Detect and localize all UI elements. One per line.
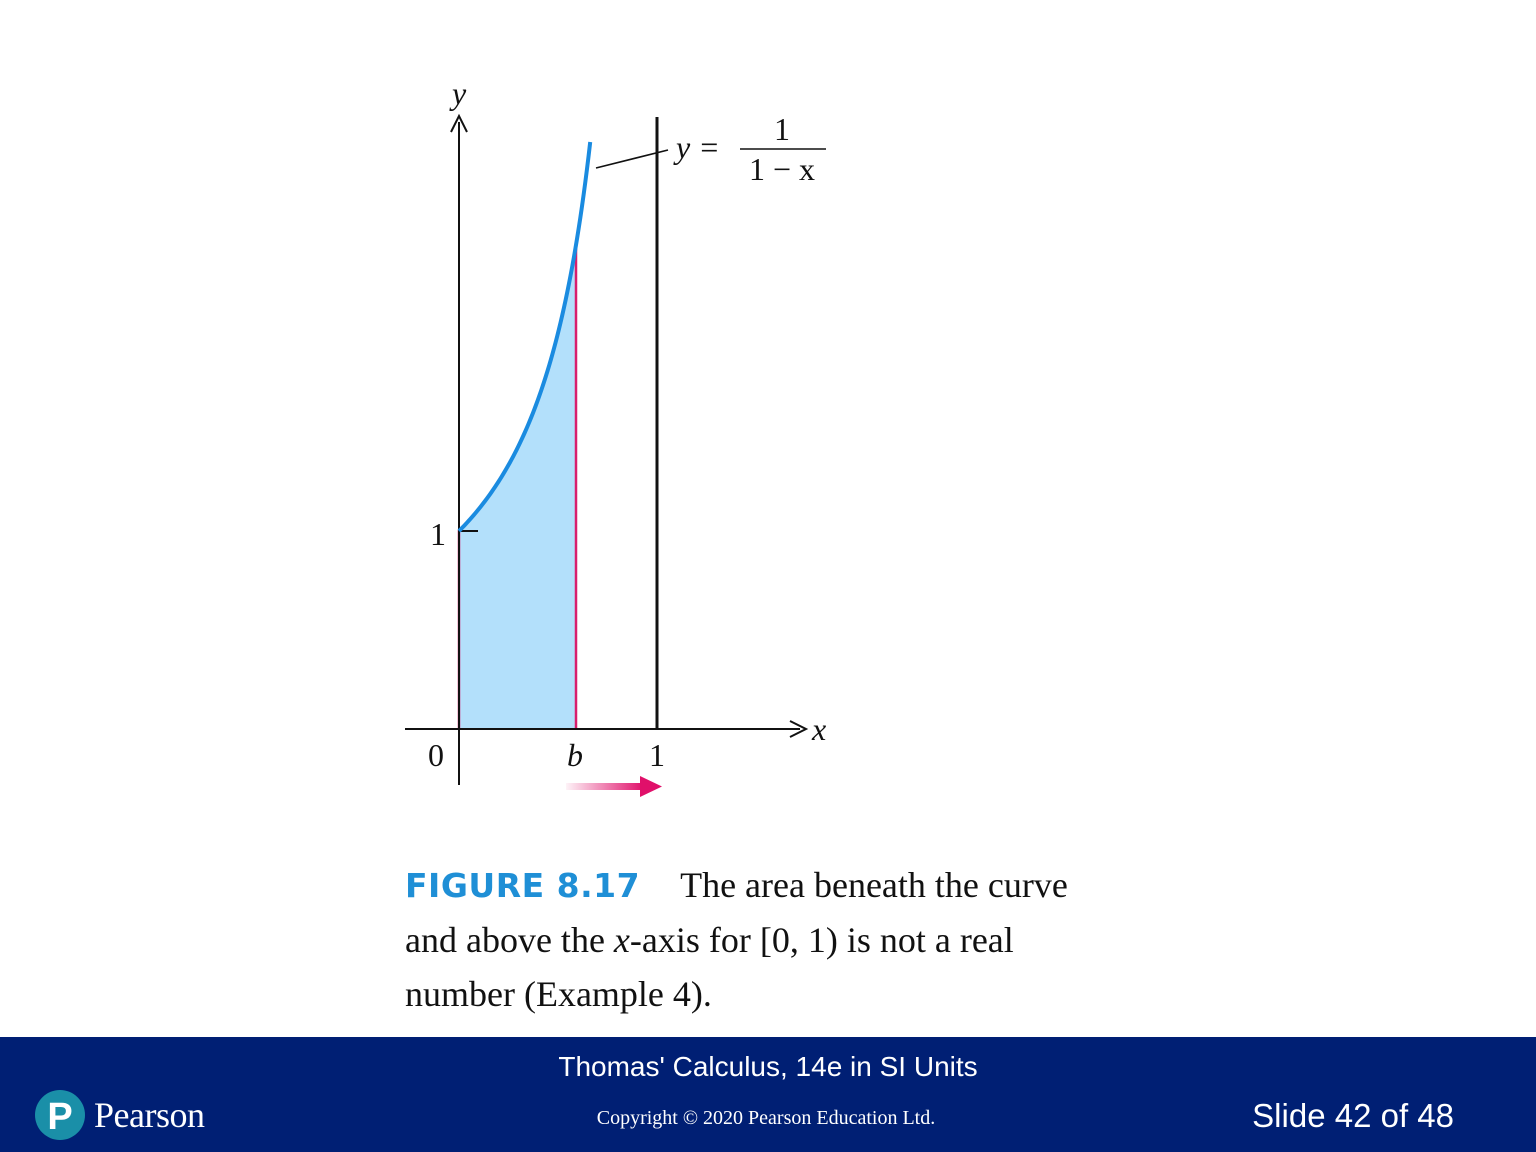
arrow-right-icon — [566, 776, 662, 797]
caption-text-part2: -axis for [0, 1) is not a real number (E… — [405, 920, 1014, 1014]
figure-8-17-graph: y x 0 b 1 1 y = 1 1 − x — [405, 75, 826, 797]
caption-variable: x — [613, 920, 630, 960]
equation-lhs: y = — [673, 129, 720, 165]
pearson-logo: P Pearson — [34, 1087, 205, 1143]
tick-label-x-one: 1 — [649, 737, 665, 773]
caption-text-part1: The area beneath the curve and above the — [405, 865, 1068, 960]
equation-leader-line — [595, 149, 669, 169]
equation-denominator: 1 − x — [749, 151, 815, 187]
tick-label-y-one: 1 — [430, 516, 446, 552]
copyright-notice: Copyright © 2020 Pearson Education Ltd. — [596, 1107, 936, 1129]
tick-label-origin: 0 — [428, 737, 444, 773]
x-axis-arrowhead-icon — [789, 720, 809, 738]
curve-one-over-one-minus-x — [457, 141, 593, 533]
slide-number: Slide 42 of 48 — [1252, 1097, 1454, 1134]
equation-numerator: 1 — [774, 111, 790, 147]
x-axis-label: x — [811, 711, 826, 747]
footer-bar: Thomas' Calculus, 14e in SI Units Copyri… — [0, 1037, 1536, 1152]
pearson-logo-mark-letter: P — [47, 1096, 72, 1138]
pearson-logo-icon: P — [35, 1090, 85, 1140]
y-axis-arrowhead-icon — [450, 113, 468, 133]
shaded-area-region — [459, 245, 576, 729]
y-axis-label: y — [449, 75, 467, 111]
pearson-wordmark: Pearson — [94, 1095, 205, 1135]
tick-label-b: b — [567, 737, 583, 773]
figure-label: FIGURE 8.17 — [405, 866, 641, 905]
curve-equation-label: y = 1 1 − x — [673, 111, 826, 187]
book-title: Thomas' Calculus, 14e in SI Units — [558, 1051, 978, 1082]
figure-caption: FIGURE 8.17 The area beneath the curve an… — [405, 858, 1125, 1021]
